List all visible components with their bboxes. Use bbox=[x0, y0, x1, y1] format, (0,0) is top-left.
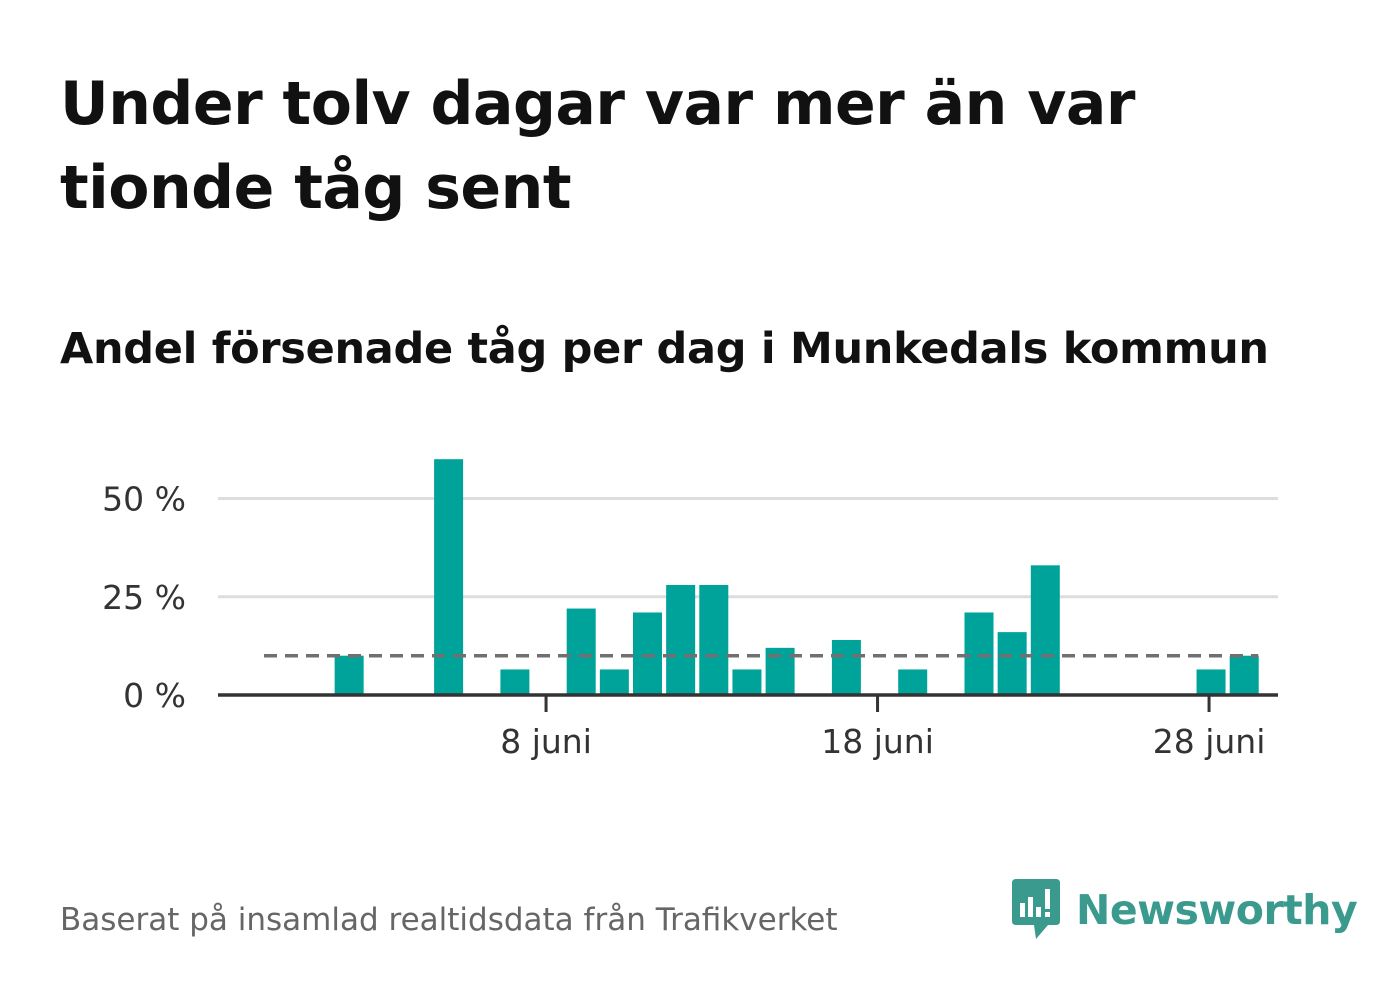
bar-7-juni bbox=[500, 669, 530, 695]
bar-5-juni bbox=[434, 459, 464, 695]
chart-title: Under tolv dagar var mer än var tionde t… bbox=[60, 69, 1135, 223]
bar-21-juni bbox=[964, 612, 994, 695]
bar-12-juni bbox=[666, 584, 696, 695]
brand-name: Newsworthy bbox=[1076, 886, 1358, 934]
bar-14-juni bbox=[732, 669, 762, 695]
bar-22-juni bbox=[997, 632, 1027, 695]
y-tick-label: 50 % bbox=[102, 480, 186, 519]
x-tick-label: 28 juni bbox=[1153, 722, 1266, 761]
y-tick-label: 25 % bbox=[102, 578, 186, 617]
bar-9-juni bbox=[566, 608, 596, 695]
bar-11-juni bbox=[633, 612, 662, 695]
source-note: Baserat på insamlad realtidsdata från Tr… bbox=[60, 902, 838, 938]
y-tick-label: 0 % bbox=[123, 676, 186, 715]
bar-2-juni bbox=[334, 655, 364, 695]
brand-logo-block: Newsworthy bbox=[1010, 878, 1358, 942]
newsworthy-logo-icon bbox=[1012, 879, 1060, 939]
bar-28-juni bbox=[1196, 669, 1226, 695]
bar-19-juni bbox=[898, 669, 928, 695]
bar-10-juni bbox=[599, 669, 629, 695]
chart-subtitle: Andel försenade tåg per dag i Munkedals … bbox=[60, 324, 1269, 374]
bar-17-juni bbox=[831, 639, 861, 695]
bar-13-juni bbox=[699, 584, 729, 695]
bar-chart: 0 % 25 % 50 % 8 juni 18 juni 28 juni bbox=[102, 459, 1278, 761]
bar-23-juni bbox=[1030, 565, 1060, 695]
x-tick-label: 8 juni bbox=[500, 722, 592, 761]
bar-29-juni bbox=[1229, 655, 1259, 695]
x-tick-label: 18 juni bbox=[821, 722, 934, 761]
